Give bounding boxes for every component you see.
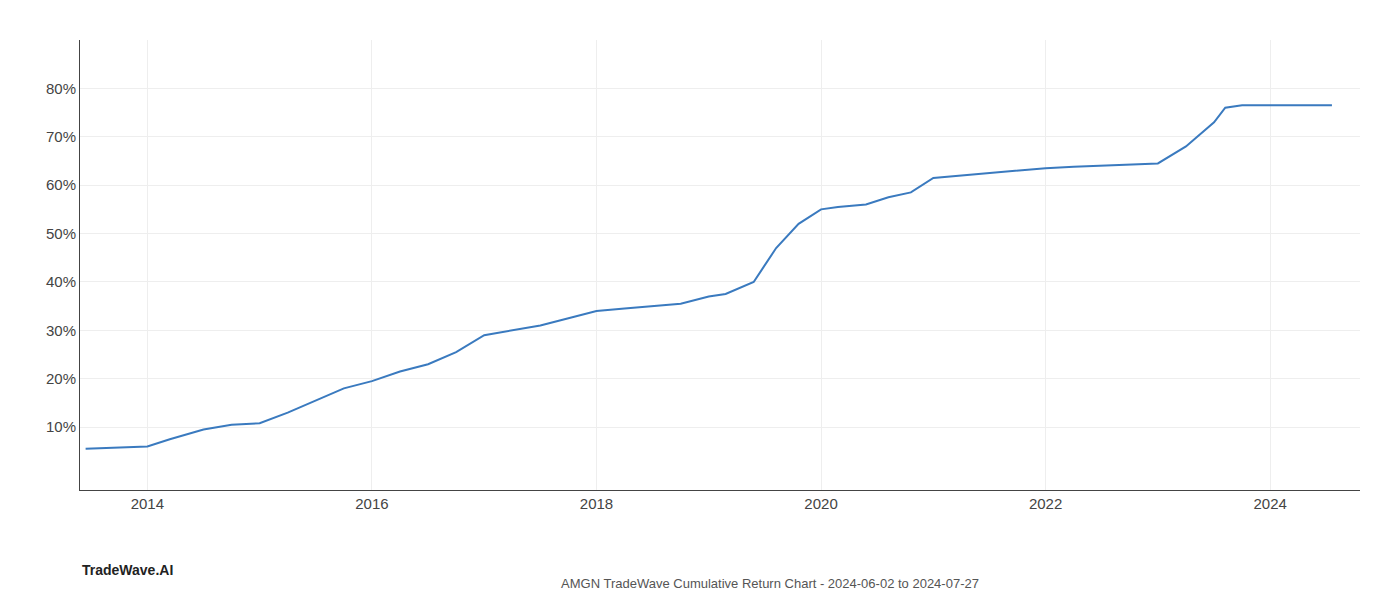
svg-text:2014: 2014 — [131, 495, 164, 512]
svg-text:AMGN TradeWave Cumulative Retu: AMGN TradeWave Cumulative Return Chart -… — [561, 576, 979, 591]
svg-text:TradeWave.AI: TradeWave.AI — [82, 562, 173, 578]
svg-text:30%: 30% — [46, 322, 76, 339]
svg-text:60%: 60% — [46, 176, 76, 193]
svg-text:80%: 80% — [46, 80, 76, 97]
svg-text:10%: 10% — [46, 418, 76, 435]
svg-text:50%: 50% — [46, 225, 76, 242]
svg-text:70%: 70% — [46, 128, 76, 145]
svg-text:20%: 20% — [46, 370, 76, 387]
svg-text:2018: 2018 — [580, 495, 613, 512]
svg-text:2016: 2016 — [355, 495, 388, 512]
svg-text:40%: 40% — [46, 273, 76, 290]
svg-text:2024: 2024 — [1253, 495, 1286, 512]
svg-text:2022: 2022 — [1029, 495, 1062, 512]
svg-text:2020: 2020 — [804, 495, 837, 512]
